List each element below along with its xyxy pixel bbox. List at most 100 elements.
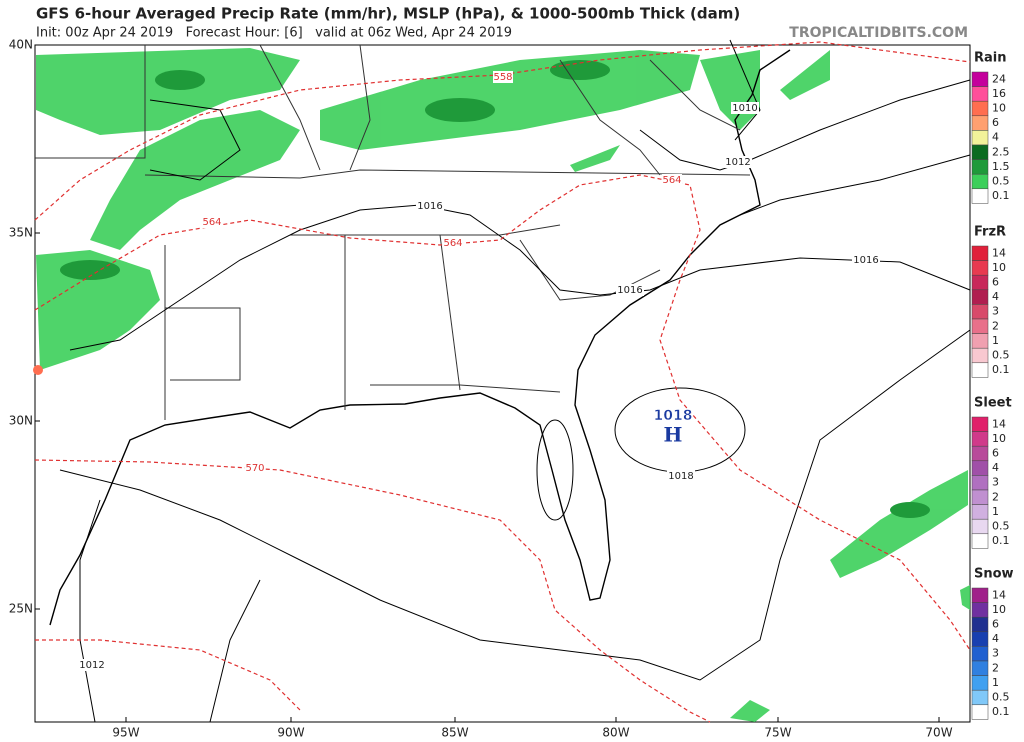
legend-title: Sleet bbox=[974, 396, 1012, 411]
thickness-label-bg bbox=[245, 462, 265, 474]
isobar-label: 1010 bbox=[732, 103, 757, 114]
legend-swatch bbox=[971, 144, 989, 160]
isobar-label: 1016 bbox=[417, 201, 442, 212]
legend-swatch bbox=[971, 460, 989, 476]
thickness-label-bg bbox=[443, 237, 463, 249]
legend-swatch bbox=[971, 533, 989, 549]
title: GFS 6-hour Averaged Precip Rate (mm/hr),… bbox=[36, 5, 740, 23]
legend-title: Rain bbox=[974, 51, 1007, 66]
lat-label: 40N bbox=[9, 38, 33, 52]
legend-swatch bbox=[971, 660, 989, 676]
lon-label: 95W bbox=[112, 726, 139, 740]
isobar-label: 1016 bbox=[853, 255, 878, 266]
isobar-label-bg bbox=[667, 470, 695, 482]
legend-label: 0.5 bbox=[992, 349, 1010, 362]
precip-heavy bbox=[60, 60, 930, 518]
legend-label: 10 bbox=[992, 432, 1006, 445]
subtitle: Init: 00z Apr 24 2019 Forecast Hour: [6]… bbox=[36, 26, 512, 41]
legend-label: 4 bbox=[992, 290, 999, 303]
legend-label: 1.5 bbox=[992, 160, 1010, 173]
legend-label: 6 bbox=[992, 618, 999, 631]
isobar-label: 1016 bbox=[617, 285, 642, 296]
isobar-label-bg bbox=[731, 102, 759, 114]
legend-swatch bbox=[971, 489, 989, 505]
isobar-label-bg bbox=[616, 284, 644, 296]
legend-swatch bbox=[971, 475, 989, 491]
thickness-label: 570 bbox=[245, 463, 264, 474]
legend-label: 4 bbox=[992, 131, 999, 144]
legend-label: 10 bbox=[992, 603, 1006, 616]
lat-label: 25N bbox=[9, 602, 33, 616]
legend-swatch bbox=[971, 130, 989, 146]
legend-label: 6 bbox=[992, 447, 999, 460]
precip bbox=[36, 48, 970, 722]
thickness-label: 564 bbox=[662, 175, 681, 186]
legend-label: 14 bbox=[992, 588, 1006, 601]
legend-swatch bbox=[971, 518, 989, 535]
legend-swatch bbox=[971, 289, 989, 305]
legend-swatch bbox=[971, 71, 989, 87]
legend-label: 2 bbox=[992, 490, 999, 503]
legend-swatch bbox=[971, 416, 989, 432]
legend-label: 6 bbox=[992, 276, 999, 289]
legend-swatch bbox=[971, 274, 989, 291]
lat-label: 30N bbox=[9, 414, 33, 428]
legend-swatch bbox=[971, 689, 989, 706]
thickness-label: 558 bbox=[493, 72, 512, 83]
legend-label: 6 bbox=[992, 116, 999, 129]
legend-swatch bbox=[971, 587, 989, 603]
lon-label: 80W bbox=[602, 726, 629, 740]
legend-swatch bbox=[971, 245, 989, 261]
legend-swatch bbox=[971, 318, 989, 334]
legend-label: 0.1 bbox=[992, 363, 1010, 376]
high-pressure: 1018 bbox=[654, 408, 693, 424]
legend-label: 1 bbox=[992, 676, 999, 689]
legend-label: 2 bbox=[992, 661, 999, 674]
isobar-label-bg bbox=[724, 156, 752, 168]
legend-swatch bbox=[971, 86, 989, 102]
isobar-label-bg bbox=[852, 254, 880, 266]
legend-swatch bbox=[971, 260, 989, 276]
isobar-label: 1018 bbox=[668, 471, 693, 482]
legend-swatch bbox=[971, 631, 989, 647]
thickness-label-bg bbox=[493, 71, 513, 83]
legend-title: Snow bbox=[974, 567, 1014, 582]
legend-swatch bbox=[971, 115, 989, 131]
isobar-label: 1012 bbox=[79, 660, 104, 671]
legend-label: 0.1 bbox=[992, 534, 1010, 547]
legend-label: 0.5 bbox=[992, 175, 1010, 188]
map-area bbox=[33, 39, 971, 723]
legend-label: 0.5 bbox=[992, 520, 1010, 533]
legend-label: 2 bbox=[992, 319, 999, 332]
legend-swatch bbox=[971, 431, 989, 447]
legend-label: 1 bbox=[992, 334, 999, 347]
legend-label: 10 bbox=[992, 102, 1006, 115]
lat-label: 35N bbox=[9, 226, 33, 240]
thickness-label: 564 bbox=[202, 217, 221, 228]
legend-swatch bbox=[971, 173, 989, 190]
legend-swatch bbox=[971, 445, 989, 462]
legend-label: 10 bbox=[992, 261, 1006, 274]
legend-label: 1 bbox=[992, 505, 999, 518]
state-lines bbox=[35, 44, 751, 420]
legend-swatch bbox=[971, 504, 989, 520]
lon-label: 85W bbox=[441, 726, 468, 740]
isobar-label-bg bbox=[78, 659, 106, 671]
legend-swatch bbox=[971, 704, 989, 720]
legend-label: 3 bbox=[992, 305, 999, 318]
precip-spot bbox=[33, 365, 43, 375]
legend-label: 24 bbox=[992, 72, 1006, 85]
thickness-label-bg bbox=[662, 174, 682, 186]
legend-label: 0.5 bbox=[992, 691, 1010, 704]
legend-swatch bbox=[971, 159, 989, 175]
legend-swatch bbox=[971, 362, 989, 378]
legend-label: 0.1 bbox=[992, 189, 1010, 202]
legend-swatch bbox=[971, 347, 989, 364]
legend-label: 16 bbox=[992, 87, 1006, 100]
thickness-label: 564 bbox=[443, 238, 462, 249]
legend-swatch bbox=[971, 675, 989, 691]
legend-swatch bbox=[971, 304, 989, 320]
legend-label: 4 bbox=[992, 632, 999, 645]
legend-label: 3 bbox=[992, 647, 999, 660]
